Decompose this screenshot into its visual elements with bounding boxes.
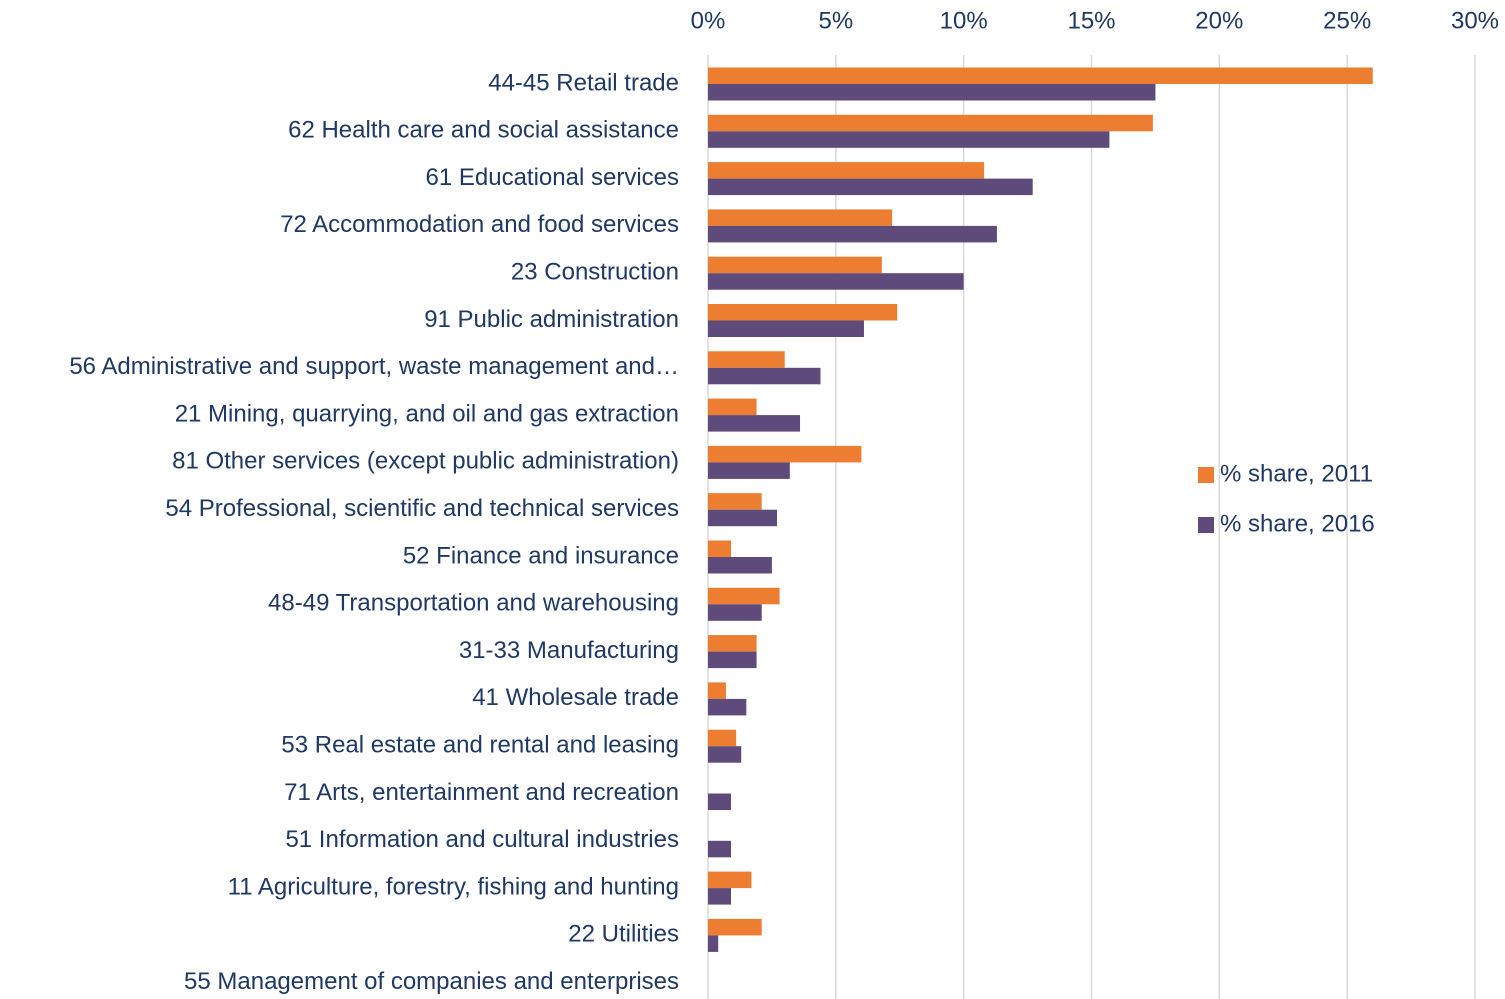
legend-swatch — [1198, 467, 1214, 483]
y-tick-label: 61 Educational services — [426, 164, 679, 191]
bar — [708, 462, 790, 479]
bar — [708, 557, 772, 574]
bar — [708, 398, 757, 416]
y-tick-label: 62 Health care and social assistance — [288, 117, 679, 144]
bar — [708, 162, 985, 179]
bar — [708, 871, 752, 889]
y-tick-label: 21 Mining, quarrying, and oil and gas ex… — [175, 400, 679, 427]
y-tick-label: 54 Professional, scientific and technica… — [165, 495, 679, 522]
x-tick-label: 30% — [1451, 7, 1499, 34]
bar — [708, 587, 780, 605]
bar — [708, 320, 864, 337]
bar — [708, 698, 747, 716]
y-tick-label: 22 Utilities — [568, 921, 679, 948]
y-tick-label: 53 Real estate and rental and leasing — [281, 732, 679, 759]
bar — [708, 604, 762, 621]
bar — [708, 273, 964, 290]
y-tick-label: 91 Public administration — [424, 306, 679, 333]
bar — [708, 209, 893, 226]
y-tick-label: 31-33 Manufacturing — [459, 637, 679, 664]
bar — [708, 131, 1110, 148]
bar — [708, 114, 1153, 132]
bar — [708, 415, 801, 432]
y-tick-label: 23 Construction — [511, 259, 679, 286]
y-tick-label: 48-49 Transportation and warehousing — [268, 590, 679, 617]
y-tick-label: 51 Information and cultural industries — [285, 826, 679, 853]
bar — [708, 367, 821, 385]
bar — [708, 67, 1373, 84]
bar — [708, 793, 732, 810]
x-tick-label: 20% — [1195, 7, 1243, 34]
bar — [708, 888, 732, 905]
legend-label: % share, 2016 — [1220, 510, 1375, 537]
y-tick-label: 41 Wholesale trade — [472, 684, 679, 711]
x-tick-label: 25% — [1323, 7, 1371, 34]
y-tick-label: 81 Other services (except public adminis… — [172, 448, 679, 475]
bar — [708, 540, 732, 557]
bar — [708, 304, 898, 321]
y-tick-label: 44-45 Retail trade — [488, 69, 679, 96]
bar — [708, 935, 719, 952]
bar — [708, 840, 732, 858]
legend-label: % share, 2011 — [1220, 460, 1373, 487]
bar — [708, 682, 726, 699]
y-tick-label: 72 Accommodation and food services — [280, 211, 679, 238]
x-tick-label: 15% — [1067, 7, 1115, 34]
bar — [708, 256, 882, 274]
y-tick-label: 52 Finance and insurance — [403, 542, 679, 569]
bar — [708, 178, 1033, 196]
bar — [708, 351, 785, 368]
bar — [708, 635, 757, 652]
bar — [708, 225, 997, 243]
y-tick-label: 56 Administrative and support, waste man… — [69, 353, 679, 380]
bar — [708, 84, 1156, 101]
y-tick-label: 71 Arts, entertainment and recreation — [284, 779, 679, 806]
bar — [708, 918, 762, 936]
x-tick-label: 10% — [940, 7, 988, 34]
bar — [708, 509, 778, 527]
bar — [708, 729, 737, 747]
bar — [708, 493, 762, 510]
x-tick-label: 5% — [818, 7, 853, 34]
y-tick-label: 55 Management of companies and enterpris… — [184, 968, 679, 995]
bar — [708, 746, 742, 763]
bar — [708, 445, 862, 463]
y-tick-label: 11 Agriculture, forestry, fishing and hu… — [228, 873, 679, 900]
x-tick-label: 0% — [691, 7, 726, 34]
bar — [708, 651, 757, 669]
legend-swatch — [1198, 517, 1214, 533]
